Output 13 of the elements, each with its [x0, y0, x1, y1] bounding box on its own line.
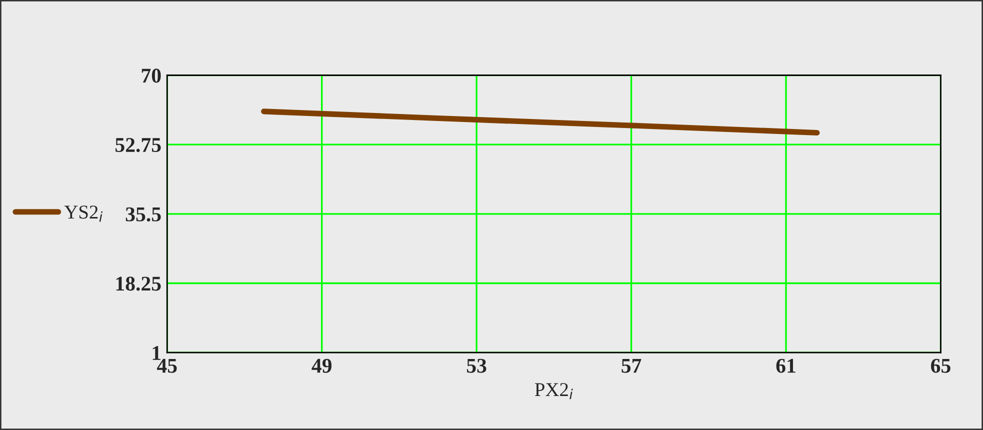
y-tick-label: 18.25: [116, 276, 161, 291]
x-tick-label: 49: [312, 358, 332, 373]
y-tick-label: 70: [142, 68, 161, 83]
y-tick-label: 35.5: [126, 207, 161, 222]
x-tick-label: 45: [156, 358, 177, 373]
x-tick-label: 57: [622, 358, 642, 373]
x-tick-label: 65: [931, 358, 950, 373]
x-axis-title: PX2$_{i}$: [534, 383, 573, 400]
y-tick-label: 52.75: [116, 138, 161, 152]
x-tick-label: 53: [466, 358, 486, 373]
legend-label: YS2$_{i}$: [64, 206, 103, 222]
y-tick-label: 1: [152, 346, 160, 360]
x-tick-label: 61: [776, 358, 796, 373]
